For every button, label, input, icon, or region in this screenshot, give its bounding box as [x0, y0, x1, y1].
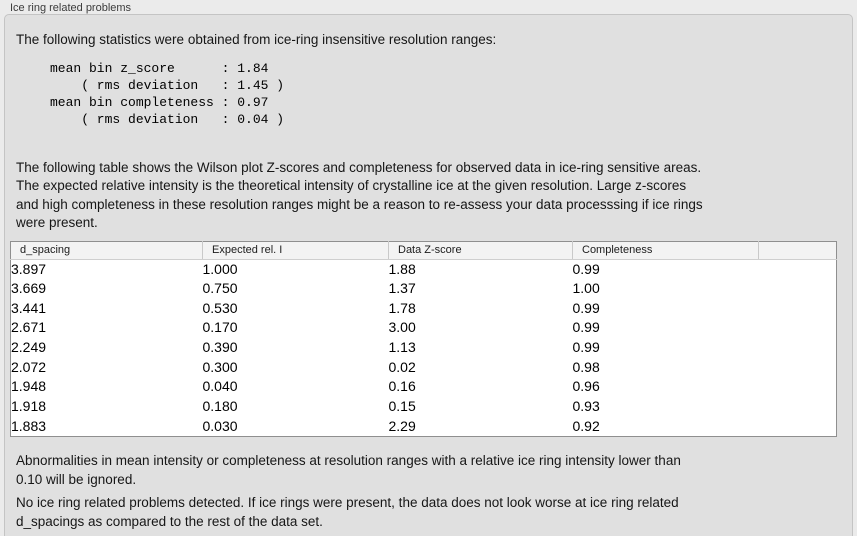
table-cell: 3.00 [388, 319, 416, 336]
table-cell: 1.948 [11, 378, 47, 395]
intro-text: The following statistics were obtained f… [16, 32, 497, 47]
table-row[interactable]: 1.948 0.040 0.16 0.96 [11, 377, 837, 397]
table-cell: 0.750 [202, 280, 238, 297]
table-cell [759, 397, 837, 417]
description-line: The expected relative intensity is the t… [16, 178, 687, 193]
table-cell: 1.13 [388, 339, 416, 356]
table-cell [759, 279, 837, 299]
table-cell: 1.918 [11, 398, 47, 415]
table-cell: 0.390 [202, 339, 238, 356]
table-cell: 2.249 [11, 339, 47, 356]
table-cell: 0.180 [202, 398, 238, 415]
column-header-completeness[interactable]: Completeness [572, 241, 759, 260]
conclusion-line: d_spacings as compared to the rest of th… [16, 513, 323, 529]
table-cell [759, 318, 837, 338]
table-cell: 0.92 [572, 417, 600, 434]
table-cell: 3.441 [11, 299, 47, 316]
ignore-note-line: Abnormalities in mean intensity or compl… [16, 453, 681, 469]
table-cell: 0.170 [202, 319, 238, 336]
table-row[interactable]: 3.897 1.000 1.88 0.99 [11, 259, 837, 279]
table-cell [759, 259, 837, 279]
table-row[interactable]: 3.669 0.750 1.37 1.00 [11, 279, 837, 299]
statistics-block: mean bin z_score : 1.84 ( rms deviation … [50, 60, 285, 127]
table-row[interactable]: 2.249 0.390 1.13 0.99 [11, 338, 837, 358]
table-cell: 1.00 [572, 280, 600, 297]
ice-ring-table: d_spacing Expected rel. I Data Z-score C… [10, 240, 837, 438]
table-cell [759, 417, 837, 437]
groupbox-panel: The following statistics were obtained f… [4, 14, 853, 536]
table-row[interactable]: 1.918 0.180 0.15 0.93 [11, 397, 837, 417]
table-row[interactable]: 2.072 0.300 0.02 0.98 [11, 358, 837, 378]
table-row[interactable]: 1.883 0.030 2.29 0.92 [11, 417, 837, 437]
column-header-empty [758, 241, 837, 260]
column-header-d-spacing[interactable]: d_spacing [10, 241, 203, 260]
table-cell: 0.93 [572, 398, 600, 415]
table-cell: 0.02 [388, 358, 416, 375]
table-cell: 1.37 [388, 280, 416, 297]
table-row[interactable]: 2.671 0.170 3.00 0.99 [11, 318, 837, 338]
table-cell: 0.15 [388, 398, 416, 415]
description-text: The following table shows the Wilson plo… [16, 159, 841, 233]
conclusion-line: No ice ring related problems detected. I… [16, 495, 679, 511]
table-cell: 1.883 [11, 417, 47, 434]
column-header-expected-rel-i[interactable]: Expected rel. I [202, 241, 389, 260]
table-cell: 0.16 [388, 378, 416, 395]
column-header-data-z-score[interactable]: Data Z-score [388, 241, 573, 260]
table-cell: 2.29 [388, 417, 416, 434]
table-header-row: d_spacing Expected rel. I Data Z-score C… [10, 241, 837, 260]
table-cell: 3.669 [11, 280, 47, 297]
groupbox-title: Ice ring related problems [10, 2, 132, 14]
table-cell [759, 338, 837, 358]
table-row[interactable]: 3.441 0.530 1.78 0.99 [11, 299, 837, 319]
table-cell: 0.300 [202, 358, 238, 375]
table-cell [759, 377, 837, 397]
table-cell: 0.99 [572, 339, 600, 356]
table-cell [759, 358, 837, 378]
table-cell: 0.530 [202, 299, 238, 316]
table-cell: 0.98 [572, 358, 600, 375]
conclusion-text: No ice ring related problems detected. I… [16, 494, 841, 531]
table-cell: 0.040 [202, 378, 238, 395]
table-cell: 1.000 [202, 260, 238, 277]
table-cell: 1.88 [388, 260, 416, 277]
table-cell: 0.99 [572, 299, 600, 316]
table-cell: 1.78 [388, 299, 416, 316]
table-body: 3.897 1.000 1.88 0.99 3.669 0.750 1.37 1.00 3.44… [11, 259, 837, 437]
table-cell: 0.030 [202, 417, 238, 434]
table-cell [759, 299, 837, 319]
description-line: were present. [16, 215, 98, 230]
table-cell: 2.671 [11, 319, 47, 336]
table-cell: 0.99 [572, 260, 600, 277]
ignore-note-line: 0.10 will be ignored. [16, 471, 137, 487]
table-cell: 0.96 [572, 378, 600, 395]
table-cell: 2.072 [11, 358, 47, 375]
description-line: and high completeness in these resolutio… [16, 196, 703, 212]
ignore-note-text: Abnormalities in mean intensity or compl… [16, 452, 841, 489]
description-line: The following table shows the Wilson plo… [16, 159, 702, 175]
table-cell: 0.99 [572, 319, 600, 336]
table-cell: 3.897 [11, 260, 47, 277]
